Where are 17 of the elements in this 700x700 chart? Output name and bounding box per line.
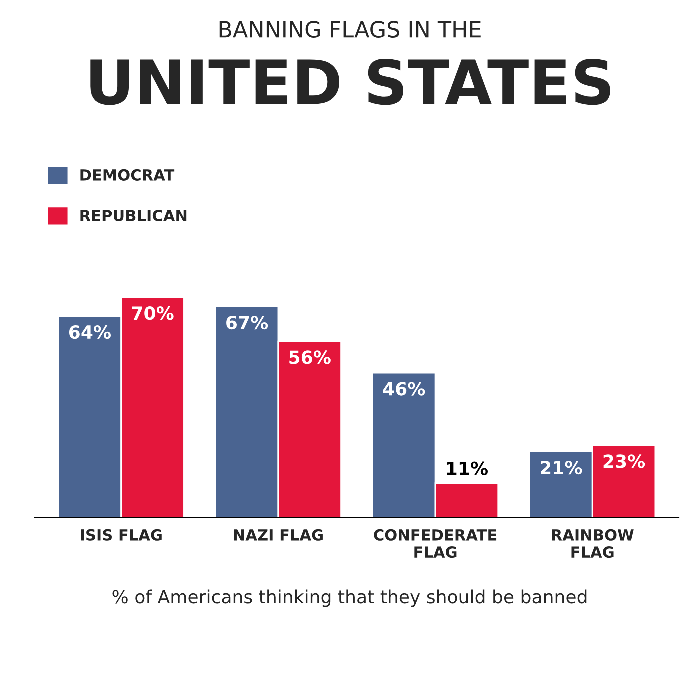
data-label: 23% (604, 454, 646, 468)
data-label: 70% (132, 306, 174, 320)
data-label: 21% (541, 460, 582, 475)
data-label: 11% (447, 462, 488, 476)
legend-label: DEMOCRAT (80, 169, 175, 181)
x-tick-label: CONFEDERATE FLAG (374, 529, 497, 558)
chart-title: UNITED STATES (90, 59, 610, 106)
legend-label: REPUBLICAN (80, 210, 187, 222)
data-label: 67% (226, 316, 268, 330)
data-label: 64% (69, 325, 112, 340)
x-tick-label: RAINBOW FLAG (552, 529, 634, 558)
x-tick-label: ISIS FLAG (81, 529, 162, 541)
x-tick-label: NAZI FLAG (234, 529, 323, 541)
data-label: 56% (290, 350, 331, 364)
data-label: 46% (383, 382, 426, 396)
text: % of Americans thinking that they should be banned (112, 590, 587, 608)
chart-subtitle: BANNING FLAGS IN THE (220, 21, 481, 38)
